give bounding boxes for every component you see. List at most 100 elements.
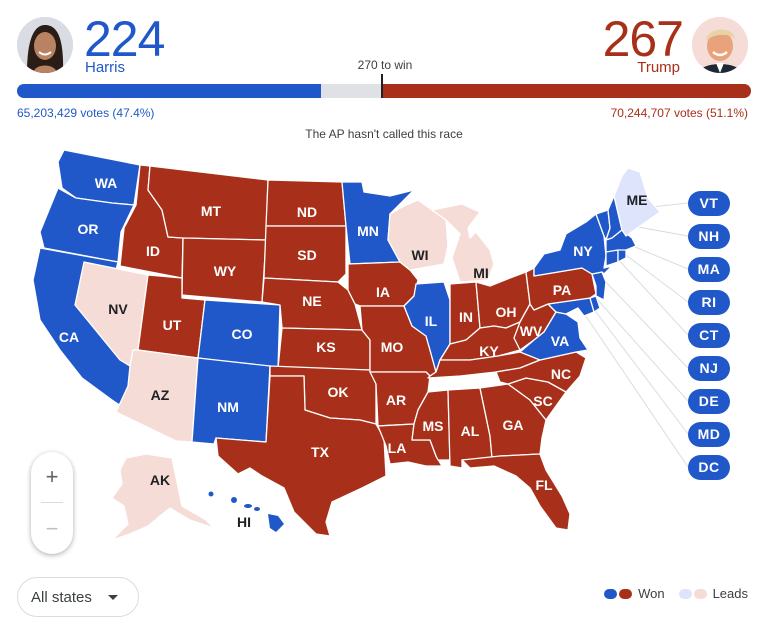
state-TX[interactable] — [215, 375, 387, 537]
trump-electoral-votes: 267 — [602, 11, 684, 67]
state-RI[interactable] — [617, 249, 627, 263]
label-LA: LA — [388, 440, 407, 456]
label-IN: IN — [459, 309, 473, 325]
label-WI: WI — [411, 247, 428, 263]
label-FL: FL — [535, 477, 553, 493]
harris-popular-votes: 65,203,429 votes (47.4%) — [17, 106, 155, 120]
label-SC: SC — [533, 393, 552, 409]
small-state-MA[interactable]: MA — [688, 257, 730, 282]
label-TN: TN — [470, 374, 489, 390]
label-NV: NV — [108, 301, 128, 317]
label-AR: AR — [386, 392, 406, 408]
small-state-NH[interactable]: NH — [688, 224, 730, 249]
state-SD[interactable] — [263, 225, 347, 283]
legend-won-label: Won — [638, 586, 665, 601]
label-CO: CO — [232, 326, 253, 342]
rep-leads-swatch-icon — [693, 588, 707, 599]
small-state-NJ[interactable]: NJ — [688, 356, 730, 381]
harris-portrait-icon — [17, 17, 73, 73]
zoom-divider — [41, 502, 63, 503]
threshold-label: 270 to win — [357, 58, 413, 72]
electoral-map[interactable]: WA OR CA NV ID MT WY UT AZ CO NM ND SD N… — [0, 140, 768, 560]
label-IL: IL — [425, 313, 438, 329]
state-HI[interactable] — [208, 491, 285, 533]
small-state-VT[interactable]: VT — [688, 191, 730, 216]
label-MI: MI — [473, 265, 489, 281]
state-OR[interactable] — [39, 187, 135, 263]
label-KY: KY — [479, 343, 499, 359]
state-VA[interactable] — [519, 311, 589, 361]
label-MN: MN — [357, 223, 379, 239]
state-WI[interactable] — [387, 199, 449, 271]
trump-popular-votes: 70,244,707 votes (51.1%) — [610, 106, 748, 120]
label-ND: ND — [297, 204, 317, 220]
leader-lines — [574, 202, 689, 468]
electoral-progress-bar — [17, 84, 751, 98]
state-filter-dropdown[interactable]: All states — [17, 577, 139, 617]
harris-electoral-votes: 224 — [84, 11, 165, 67]
label-PA: PA — [553, 282, 571, 298]
label-IA: IA — [376, 284, 390, 300]
state-FL[interactable] — [461, 453, 571, 531]
state-MI[interactable] — [431, 203, 495, 283]
harris-avatar — [17, 17, 73, 73]
harris-bar-segment — [17, 84, 321, 98]
label-MT: MT — [201, 203, 222, 219]
small-state-RI[interactable]: RI — [688, 290, 730, 315]
caret-down-icon — [108, 595, 118, 600]
label-OH: OH — [496, 304, 517, 320]
dem-leads-swatch-icon — [678, 588, 692, 599]
race-status-note: The AP hasn't called this race — [305, 127, 463, 141]
label-HI: HI — [237, 514, 251, 530]
label-MO: MO — [381, 339, 404, 355]
state-IL[interactable] — [403, 281, 451, 373]
label-MS: MS — [423, 418, 444, 434]
label-ID: ID — [146, 243, 160, 259]
state-AK[interactable] — [111, 453, 215, 541]
label-CA: CA — [59, 329, 79, 345]
trump-avatar — [692, 17, 748, 73]
small-state-DC[interactable]: DC — [688, 455, 730, 480]
label-NM: NM — [217, 399, 239, 415]
map-legend: Won Leads — [604, 586, 748, 601]
label-NE: NE — [302, 293, 321, 309]
us-map-svg[interactable]: WA OR CA NV ID MT WY UT AZ CO NM ND SD N… — [0, 140, 768, 560]
state-filter-value: All states — [31, 588, 92, 606]
state-NY[interactable] — [533, 213, 613, 277]
label-WA: WA — [95, 175, 118, 191]
trump-bar-segment — [383, 84, 751, 98]
small-state-MD[interactable]: MD — [688, 422, 730, 447]
label-GA: GA — [503, 417, 524, 433]
state-CT[interactable] — [605, 249, 619, 267]
zoom-in-button[interactable]: + — [45, 464, 59, 489]
label-VA: VA — [551, 333, 569, 349]
label-WV: WV — [520, 323, 543, 339]
label-OK: OK — [328, 384, 349, 400]
label-AK: AK — [150, 472, 170, 488]
label-SD: SD — [297, 247, 316, 263]
legend-leads-label: Leads — [712, 586, 748, 601]
label-UT: UT — [163, 317, 182, 333]
map-zoom-control: + − — [31, 452, 73, 554]
label-KS: KS — [316, 339, 335, 355]
label-ME: ME — [627, 192, 648, 208]
state-DE[interactable] — [589, 295, 601, 313]
state-NC[interactable] — [495, 351, 587, 393]
label-NC: NC — [551, 366, 571, 382]
270-marker — [381, 74, 383, 98]
label-TX: TX — [311, 444, 330, 460]
small-state-CT[interactable]: CT — [688, 323, 730, 348]
harris-name: Harris — [85, 59, 125, 76]
label-AL: AL — [461, 423, 480, 439]
label-NY: NY — [573, 243, 593, 259]
zoom-out-button[interactable]: − — [45, 516, 59, 541]
trump-name: Trump — [637, 59, 680, 76]
label-AZ: AZ — [151, 387, 170, 403]
label-WY: WY — [214, 263, 237, 279]
dem-won-swatch-icon — [604, 588, 618, 599]
small-state-DE[interactable]: DE — [688, 389, 730, 414]
rep-won-swatch-icon — [619, 588, 633, 599]
state-ME[interactable] — [613, 167, 661, 237]
label-OR: OR — [78, 221, 99, 237]
trump-portrait-icon — [692, 17, 748, 73]
